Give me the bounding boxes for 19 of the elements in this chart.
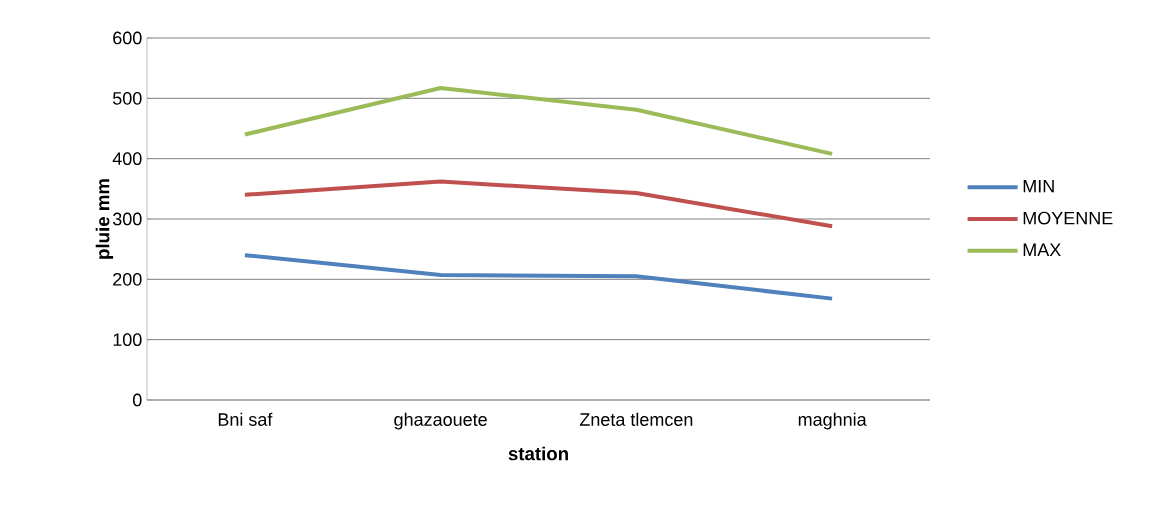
y-tick-label: 400 bbox=[112, 152, 142, 166]
y-tick-label: 0 bbox=[133, 393, 142, 407]
y-tick-label: 200 bbox=[113, 272, 142, 286]
y-tick-label: 500 bbox=[112, 91, 142, 105]
line-series bbox=[242, 86, 835, 156]
legend-label: MIN bbox=[1023, 179, 1054, 193]
y-tick-label: 600 bbox=[113, 31, 142, 45]
line-series bbox=[242, 179, 835, 229]
legend-label: MOYENNE bbox=[1023, 211, 1113, 225]
x-tick-label: Zneta tlemcen bbox=[579, 412, 693, 426]
y-tick-label: 300 bbox=[112, 212, 142, 226]
line-series bbox=[242, 253, 835, 301]
y-tick-label: 100 bbox=[113, 333, 142, 347]
x-tick-label: maghnia bbox=[798, 412, 867, 430]
x-tick-label: ghazaouete bbox=[394, 412, 487, 430]
x-tick-label: Bni saf bbox=[218, 412, 273, 426]
y-axis-title: pluie mm bbox=[95, 179, 114, 259]
x-axis-title: station bbox=[508, 446, 568, 461]
legend-label: MAX bbox=[1023, 243, 1061, 256]
